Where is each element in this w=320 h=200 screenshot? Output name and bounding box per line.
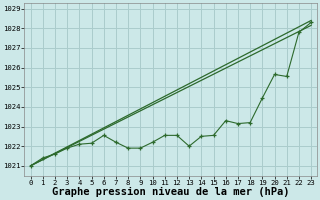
X-axis label: Graphe pression niveau de la mer (hPa): Graphe pression niveau de la mer (hPa): [52, 187, 290, 197]
